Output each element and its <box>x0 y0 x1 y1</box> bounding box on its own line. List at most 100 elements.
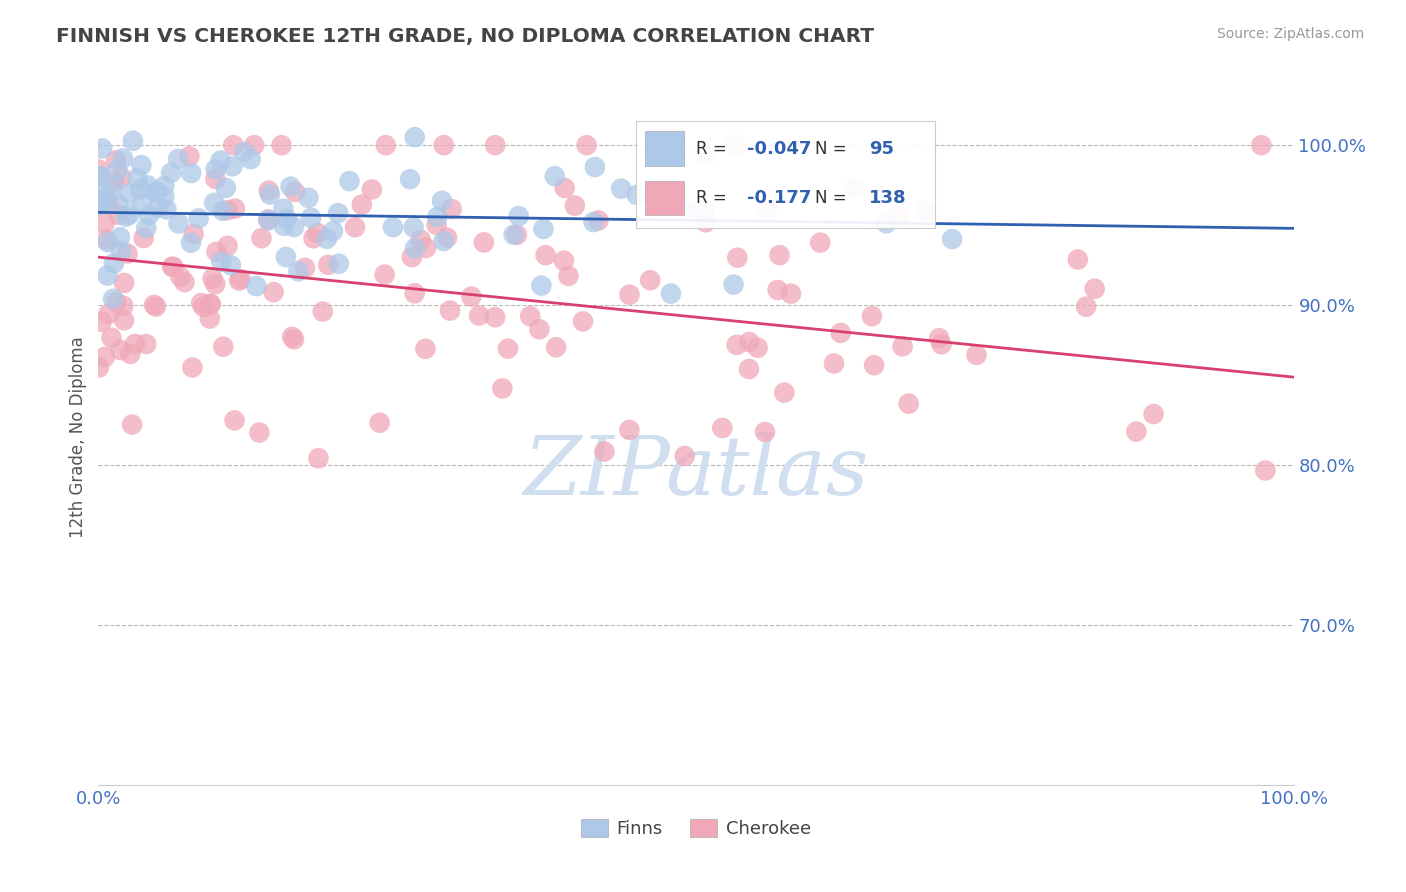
Point <box>187 211 209 226</box>
Point <box>94 350 117 364</box>
Point <box>118 186 141 201</box>
Point <box>374 138 396 153</box>
Point <box>725 338 748 352</box>
Point <box>245 279 267 293</box>
Point <box>110 244 132 259</box>
Point <box>583 160 606 174</box>
Point <box>90 315 112 329</box>
Point <box>108 230 131 244</box>
Point <box>322 224 344 238</box>
Point <box>270 138 292 153</box>
Point <box>121 417 143 432</box>
Point <box>368 416 391 430</box>
Point <box>506 227 529 242</box>
Point <box>724 138 747 153</box>
Point <box>180 235 202 250</box>
Point <box>89 169 111 183</box>
Point <box>276 211 298 226</box>
Point <box>695 148 717 162</box>
Point <box>217 239 239 253</box>
Point <box>181 360 204 375</box>
Point <box>294 260 316 275</box>
Point <box>205 244 228 259</box>
Point <box>863 358 886 372</box>
Point <box>250 231 273 245</box>
Point <box>201 271 224 285</box>
Point <box>101 178 124 193</box>
Point <box>118 207 141 221</box>
Point <box>830 326 852 340</box>
Point <box>107 163 129 178</box>
Point <box>1125 425 1147 439</box>
Point <box>436 230 458 244</box>
Point <box>546 340 568 354</box>
Point <box>281 330 304 344</box>
Point <box>564 199 586 213</box>
Point <box>173 275 195 289</box>
Point <box>107 208 129 222</box>
Point <box>315 232 337 246</box>
Point <box>941 232 963 246</box>
Point <box>273 219 295 233</box>
Point <box>529 322 551 336</box>
Point <box>679 204 702 219</box>
Point <box>180 166 202 180</box>
Point <box>738 334 761 349</box>
Point <box>725 251 748 265</box>
Point <box>695 215 717 229</box>
Point <box>299 211 322 225</box>
Point <box>308 451 330 466</box>
Point <box>381 220 404 235</box>
Point <box>508 209 530 223</box>
Point <box>404 130 426 145</box>
Point <box>117 246 139 260</box>
Point <box>491 381 513 395</box>
Point <box>112 299 135 313</box>
Point <box>404 286 426 301</box>
Point <box>273 202 295 216</box>
Point <box>440 202 463 216</box>
Point <box>229 272 252 286</box>
Point <box>619 423 641 437</box>
Point <box>297 191 319 205</box>
Text: Source: ZipAtlas.com: Source: ZipAtlas.com <box>1216 27 1364 41</box>
Point <box>145 300 167 314</box>
Point <box>89 195 111 210</box>
Point <box>287 264 309 278</box>
Point <box>1084 282 1107 296</box>
Point <box>360 183 382 197</box>
Point <box>105 153 128 168</box>
Point <box>326 206 349 220</box>
Point <box>402 220 425 235</box>
Point <box>87 169 110 184</box>
Point <box>344 220 367 235</box>
Point <box>588 213 610 227</box>
Point <box>209 254 232 268</box>
Point <box>415 241 437 255</box>
Point <box>1074 300 1097 314</box>
Point <box>204 171 226 186</box>
Point <box>312 304 335 318</box>
Point <box>204 277 226 291</box>
Point <box>928 331 950 345</box>
Point <box>519 310 541 324</box>
Point <box>228 274 250 288</box>
Point <box>582 215 605 229</box>
Point <box>198 311 221 326</box>
Point <box>215 181 238 195</box>
Point <box>425 218 447 232</box>
Point <box>808 235 831 250</box>
Point <box>94 191 117 205</box>
Point <box>439 303 461 318</box>
Point <box>131 196 153 211</box>
Point <box>124 337 146 351</box>
Point <box>233 145 256 159</box>
Point <box>610 181 633 195</box>
Point <box>97 194 120 208</box>
Point <box>101 292 124 306</box>
Point <box>433 234 456 248</box>
Point <box>766 283 789 297</box>
Point <box>263 285 285 300</box>
Point <box>100 331 122 345</box>
Point <box>339 174 361 188</box>
